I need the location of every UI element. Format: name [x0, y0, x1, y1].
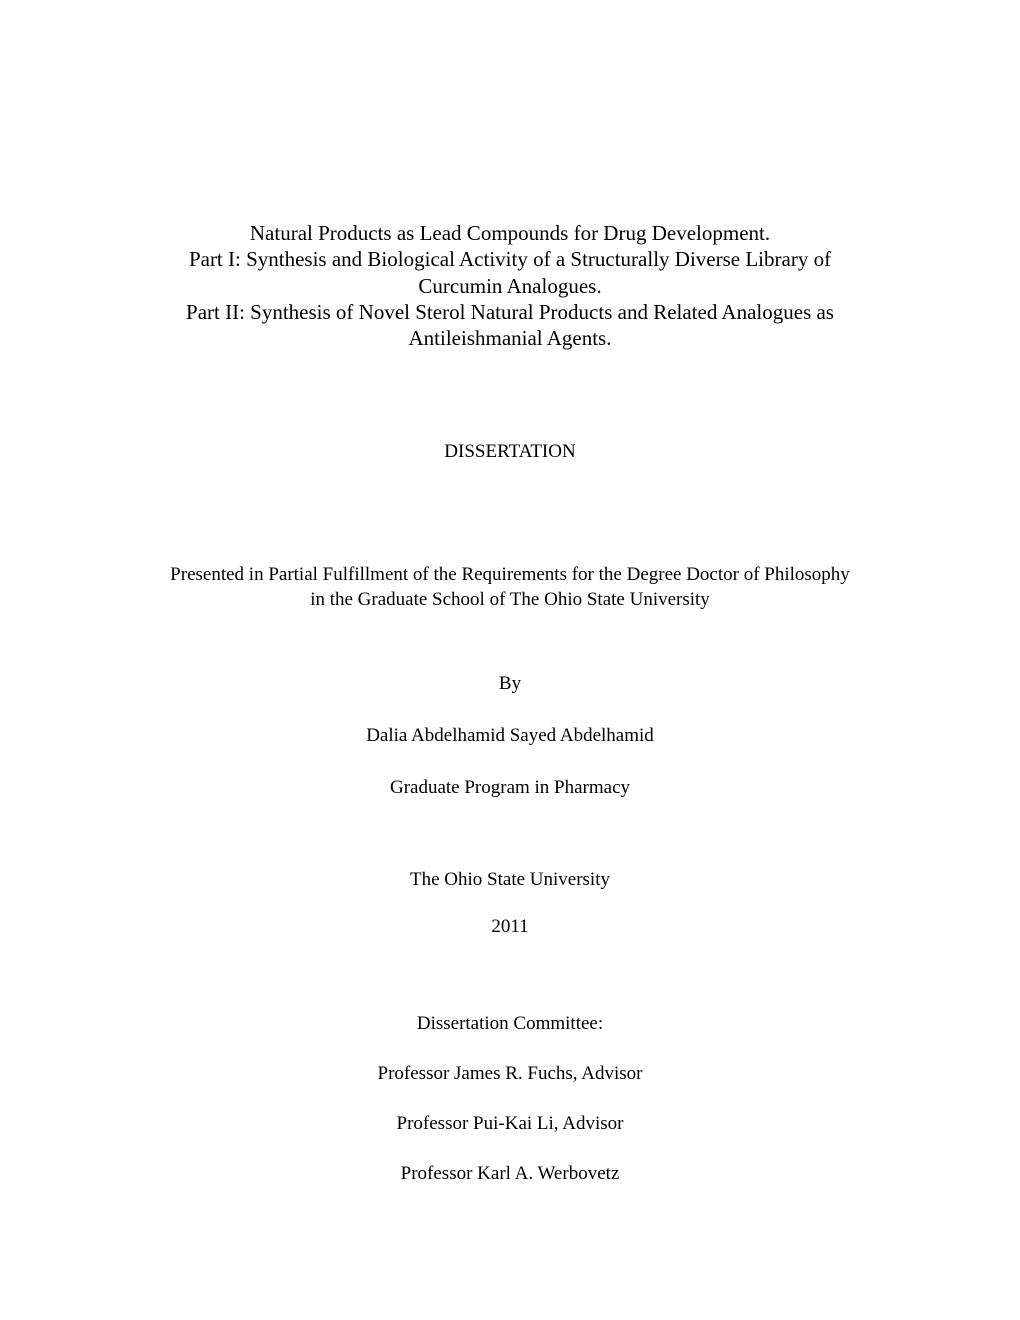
fulfillment-line-1: Presented in Partial Fulfillment of the … [140, 563, 880, 588]
dissertation-title: Natural Products as Lead Compounds for D… [140, 220, 880, 351]
committee-member-1: Professor James R. Fuchs, Advisor [140, 1063, 880, 1085]
fulfillment-statement: Presented in Partial Fulfillment of the … [140, 563, 880, 612]
title-line-5: Antileishmanial Agents. [140, 325, 880, 351]
committee-member-3: Professor Karl A. Werbovetz [140, 1163, 880, 1185]
title-line-3: Curcumin Analogues. [140, 273, 880, 299]
dissertation-label: DISSERTATION [140, 441, 880, 463]
title-line-2: Part I: Synthesis and Biological Activit… [140, 246, 880, 272]
university-name: The Ohio State University [140, 869, 880, 891]
committee-label: Dissertation Committee: [140, 1013, 880, 1035]
author-name: Dalia Abdelhamid Sayed Abdelhamid [140, 725, 880, 747]
year: 2011 [140, 916, 880, 938]
fulfillment-line-2: in the Graduate School of The Ohio State… [140, 588, 880, 613]
by-label: By [140, 673, 880, 695]
committee-member-2: Professor Pui-Kai Li, Advisor [140, 1113, 880, 1135]
title-page: Natural Products as Lead Compounds for D… [140, 220, 880, 1185]
graduate-program: Graduate Program in Pharmacy [140, 777, 880, 799]
title-line-4: Part II: Synthesis of Novel Sterol Natur… [140, 299, 880, 325]
title-line-1: Natural Products as Lead Compounds for D… [140, 220, 880, 246]
